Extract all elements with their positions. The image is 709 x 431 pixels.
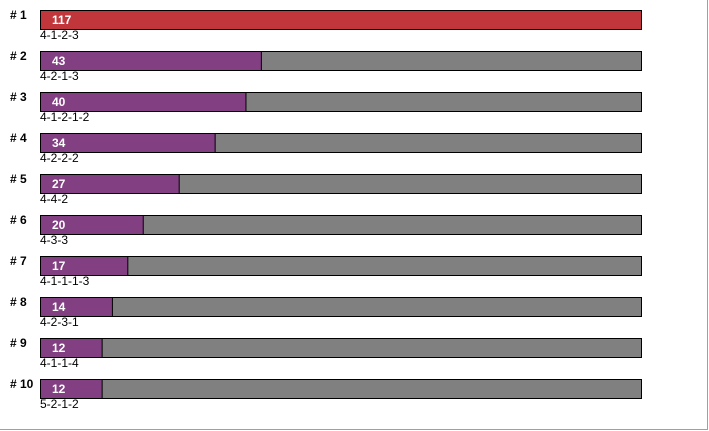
bar-value: 12 — [52, 341, 66, 355]
bar — [40, 174, 180, 194]
formation-label: 4-1-1-4 — [40, 356, 79, 370]
bar-track — [40, 256, 642, 276]
rank: # 9 — [10, 336, 27, 350]
bar — [40, 215, 144, 235]
formation-label: 4-2-3-1 — [40, 315, 79, 329]
bar — [40, 92, 247, 112]
bar-value: 12 — [52, 382, 66, 396]
bar — [40, 10, 642, 30]
bar — [40, 379, 103, 399]
bar — [40, 297, 113, 317]
bar-value: 27 — [52, 177, 66, 191]
formation-label: 5-2-1-2 — [40, 397, 79, 411]
bar — [40, 51, 262, 71]
formation-label: 4-1-2-1-2 — [40, 110, 90, 124]
bar-value: 43 — [52, 54, 66, 68]
bar-value: 40 — [52, 95, 66, 109]
bar-track — [40, 297, 642, 317]
formation-label: 4-2-1-3 — [40, 69, 79, 83]
bar-value: 20 — [52, 218, 66, 232]
bar-value: 117 — [52, 13, 72, 27]
formation-label: 4-3-3 — [40, 233, 68, 247]
bar-track — [40, 338, 642, 358]
bar-value: 34 — [52, 136, 66, 150]
formation-label: 4-2-2-2 — [40, 151, 79, 165]
bar — [40, 338, 103, 358]
bar-value: 14 — [52, 300, 66, 314]
bar-value: 17 — [52, 259, 66, 273]
rank: # 10 — [10, 377, 34, 391]
bar — [40, 133, 216, 153]
bar-track — [40, 379, 642, 399]
formation-label: 4-1-1-1-3 — [40, 274, 90, 288]
rank: # 6 — [10, 213, 27, 227]
rank: # 3 — [10, 90, 27, 104]
formation-label: 4-4-2 — [40, 192, 68, 206]
rank: # 4 — [10, 131, 27, 145]
rank: # 1 — [10, 8, 27, 22]
rank: # 5 — [10, 172, 27, 186]
formation-label: 4-1-2-3 — [40, 28, 79, 42]
rank: # 2 — [10, 49, 27, 63]
rank: # 7 — [10, 254, 27, 268]
rank: # 8 — [10, 295, 27, 309]
bar — [40, 256, 129, 276]
